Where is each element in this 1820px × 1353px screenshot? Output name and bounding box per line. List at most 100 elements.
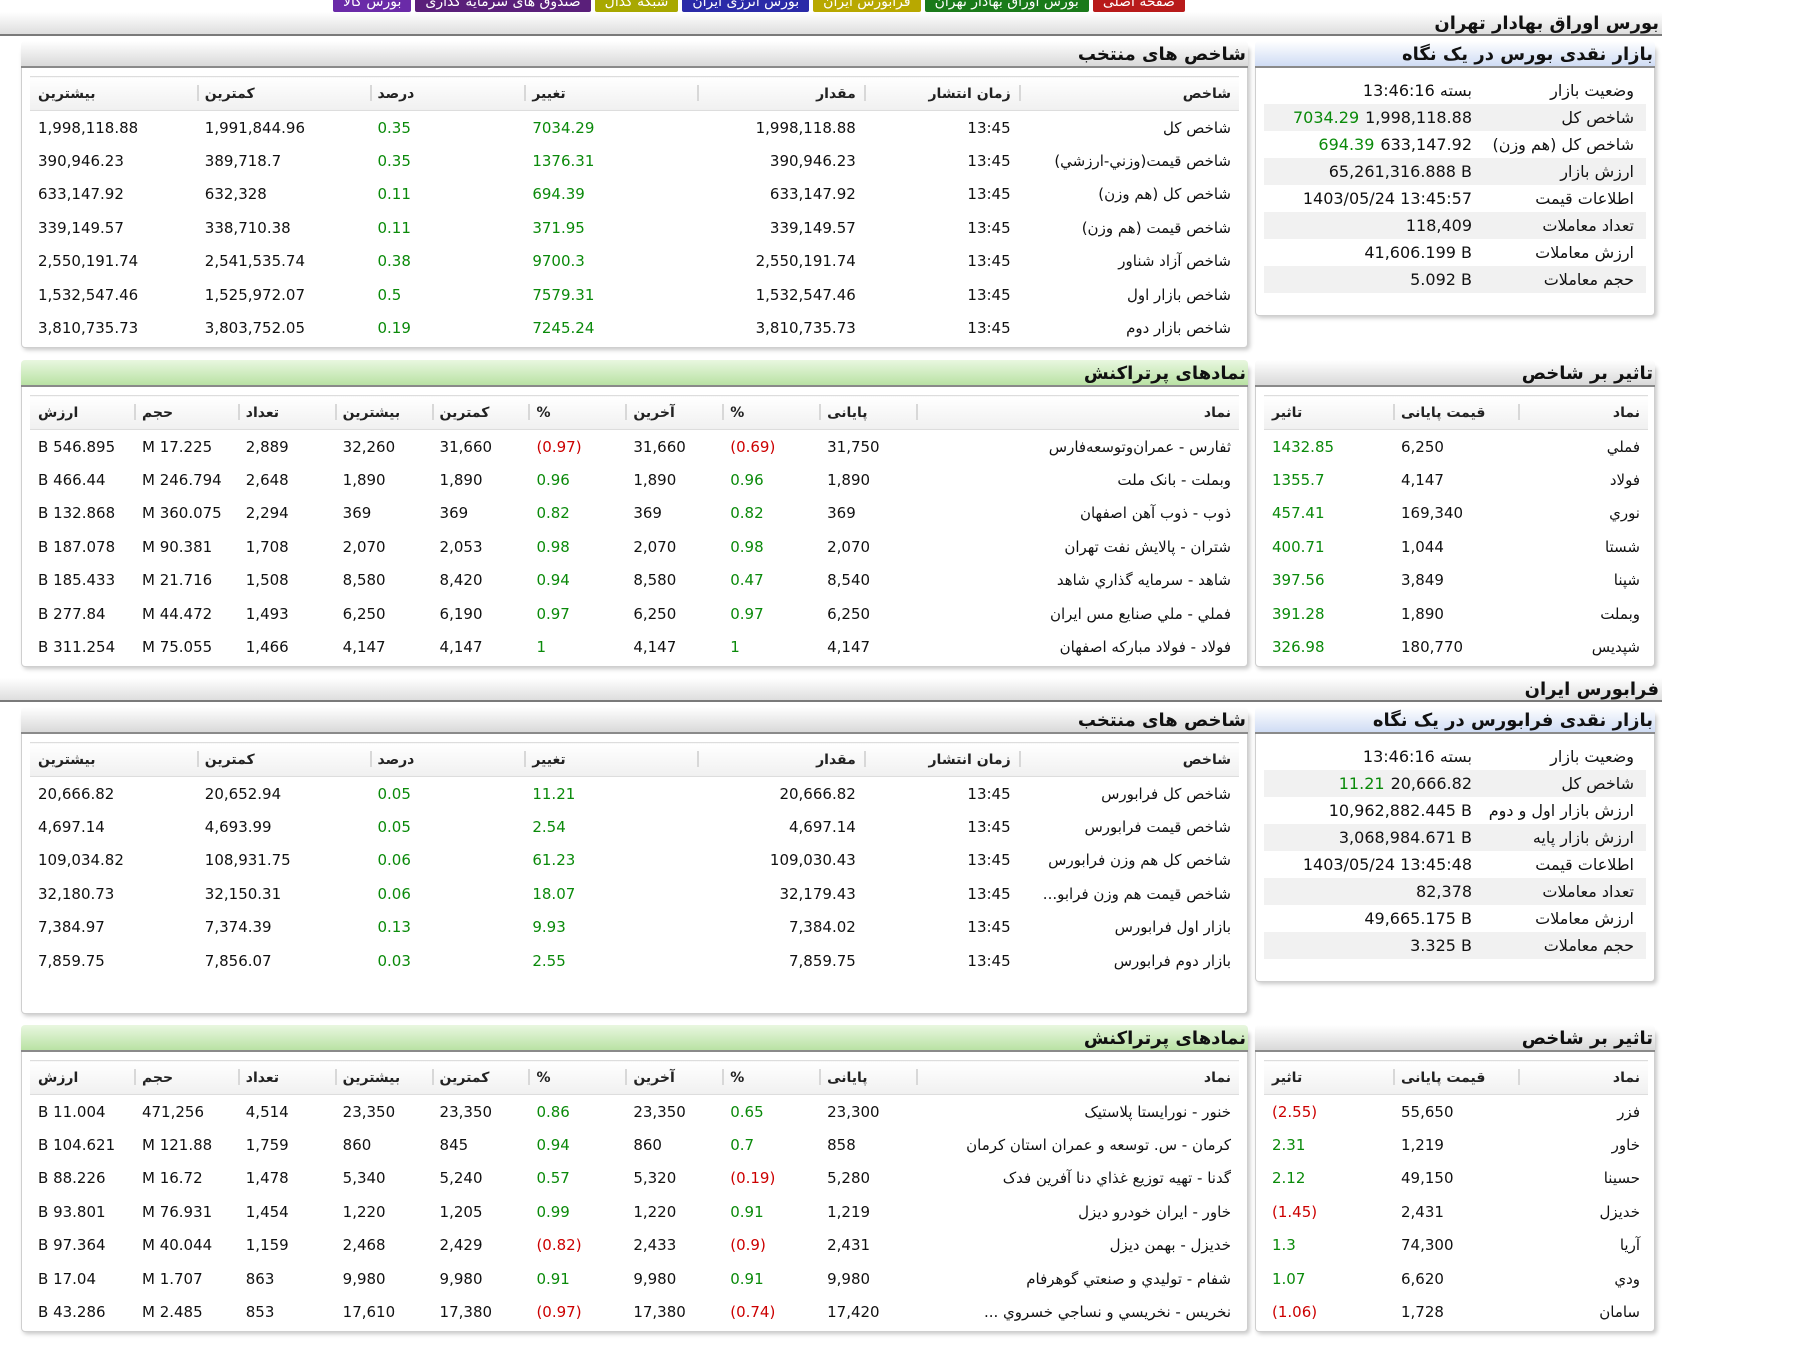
symbol-cell[interactable]: فملي — [1606, 437, 1640, 456]
symbol-cell[interactable]: گدنا - تهيه توزيع غذاي دنا آفرين فدک — [1002, 1169, 1231, 1188]
table-row[interactable]: شاخص كل 13:45 1,998,118.88 7034.29 0.35 1,991… — [30, 111, 1239, 145]
symbol-cell[interactable]: شاخص قیمت فرابورس — [1084, 817, 1231, 836]
column-header[interactable]: نماد — [916, 395, 1239, 430]
symbol-cell[interactable]: فملي - ملي صنايع مس ايران — [1049, 604, 1231, 623]
table-row[interactable]: شاخص کل فرابورس 13:45 20,666.82 11.21 0.05 20… — [30, 777, 1239, 811]
table-row[interactable]: شستا 1,044 400.71 — [1264, 530, 1648, 564]
table-row[interactable]: شاخص قیمت فرابورس 13:45 4,697.14 2.54 0.05 4,… — [30, 810, 1239, 844]
table-row[interactable]: شاخص آزاد شناور 13:45 2,550,191.74 9700.3 0.… — [30, 245, 1239, 279]
column-header[interactable]: تعداد — [237, 395, 335, 430]
column-header[interactable]: % — [528, 395, 626, 430]
symbol-cell[interactable]: خديزل — [1599, 1202, 1641, 1221]
symbol-cell[interactable]: شاخص آزاد شناور — [1118, 252, 1231, 271]
column-header[interactable]: بیشترین — [334, 1060, 432, 1095]
column-header[interactable]: تعداد — [237, 1060, 335, 1095]
top-tab[interactable]: بورس کالا — [333, 0, 412, 12]
top-tab[interactable]: بورس اوراق بهادار تهران — [924, 0, 1089, 12]
column-header[interactable]: مقدار — [697, 76, 864, 111]
symbol-cell[interactable]: فولاد — [1609, 470, 1640, 489]
symbol-cell[interactable]: ذوب - ذوب آهن اصفهان — [1079, 504, 1231, 523]
symbol-cell[interactable]: نخريس - نخريسي و نساجي خسروي ... — [983, 1303, 1231, 1322]
symbol-cell[interactable]: شفام - توليدي و صنعتي گوهرفام — [1026, 1269, 1231, 1288]
symbol-cell[interactable]: شاخص کل فرابورس — [1101, 784, 1231, 803]
column-header[interactable]: بیشترین — [30, 76, 197, 111]
table-row[interactable]: ذوب - ذوب آهن اصفهان 369 0.82 369 0.82 369 369… — [30, 497, 1239, 531]
column-header[interactable]: نماد — [1518, 1060, 1648, 1095]
table-row[interactable]: شفام - توليدي و صنعتي گوهرفام 9,980 0.91 9,… — [30, 1262, 1239, 1296]
column-header[interactable]: کمترین — [431, 1060, 529, 1095]
column-header[interactable]: حجم — [133, 1060, 238, 1095]
table-row[interactable]: نخريس - نخريسي و نساجي خسروي ... 17,420 (0… — [30, 1296, 1239, 1330]
symbol-cell[interactable]: شاخص كل (هم وزن) — [1098, 185, 1231, 204]
table-row[interactable]: فملي - ملي صنايع مس ايران 6,250 0.97 6,250 0… — [30, 597, 1239, 631]
table-row[interactable]: فولاد - فولاد مباركه اصفهان 4,147 1 4,147 1 4… — [30, 631, 1239, 665]
table-row[interactable]: نوري 169,340 457.41 — [1264, 497, 1648, 531]
column-header[interactable]: زمان انتشار — [863, 742, 1019, 777]
table-row[interactable]: شتران - پالايش نفت تهران 2,070 0.98 2,070 0.… — [30, 530, 1239, 564]
column-header[interactable]: شاخص — [1018, 742, 1239, 777]
symbol-cell[interactable]: شستا — [1604, 537, 1640, 556]
table-row[interactable]: شپنا 3,849 397.56 — [1264, 564, 1648, 598]
table-row[interactable]: وبملت 1,890 391.28 — [1264, 597, 1648, 631]
table-row[interactable]: ثفارس - عمران‌وتوسعه‌فارس 31,750 (0.69) 31,… — [30, 430, 1239, 464]
column-header[interactable]: آخرین — [625, 1060, 723, 1095]
table-row[interactable]: شاخص كل (هم وزن) 13:45 633,147.92 694.39 0.1… — [30, 178, 1239, 212]
column-header[interactable]: تاثیر — [1264, 395, 1393, 430]
table-row[interactable]: شاخص بازار دوم 13:45 3,810,735.73 7245.24 0.… — [30, 312, 1239, 346]
symbol-cell[interactable]: شتران - پالايش نفت تهران — [1064, 537, 1231, 556]
symbol-cell[interactable]: ودي — [1614, 1269, 1640, 1288]
symbol-cell[interactable]: نوري — [1609, 504, 1640, 523]
column-header[interactable]: آخرین — [625, 395, 723, 430]
table-row[interactable]: شاخص بازار اول 13:45 1,532,547.46 7579.31 0.… — [30, 278, 1239, 312]
top-tab[interactable]: صفحه اصلی — [1092, 0, 1185, 12]
table-row[interactable]: بازار اول فرابورس 13:45 7,384.02 9.93 0.13 7,… — [30, 911, 1239, 945]
column-header[interactable]: درصد — [369, 742, 525, 777]
top-tab[interactable]: بورس انرژی ایران — [682, 0, 810, 12]
symbol-cell[interactable]: شاهد - سرمايه گذاري شاهد — [1056, 571, 1231, 590]
table-row[interactable]: شاخص قیمت هم وزن فرابو... 13:45 32,179.43 1… — [30, 877, 1239, 911]
symbol-cell[interactable]: شاخص بازار دوم — [1126, 319, 1231, 338]
table-row[interactable]: فولاد 4,147 1355.7 — [1264, 463, 1648, 497]
column-header[interactable]: پایانی — [819, 1060, 916, 1095]
symbol-cell[interactable]: شاخص قيمت(وزني-ارزشي) — [1054, 151, 1231, 170]
table-row[interactable]: سامان 1,728 (1.06) — [1264, 1296, 1648, 1330]
symbol-cell[interactable]: آريا — [1619, 1236, 1640, 1255]
symbol-cell[interactable]: بازار اول فرابورس — [1114, 918, 1231, 937]
column-header[interactable]: تغییر — [524, 76, 698, 111]
column-header[interactable]: ارزش — [30, 395, 134, 430]
table-row[interactable]: خنور - نورايستا پلاستيک 23,300 0.65 23,350 0… — [30, 1095, 1239, 1129]
symbol-cell[interactable]: شپنا — [1613, 571, 1640, 590]
table-row[interactable]: شاخص قيمت(وزني-ارزشي) 13:45 390,946.23 1376… — [30, 144, 1239, 178]
table-row[interactable]: وبملت - بانک ملت 1,890 0.96 1,890 0.96 1,890 1… — [30, 463, 1239, 497]
column-header[interactable]: کمترین — [196, 742, 370, 777]
symbol-cell[interactable]: سامان — [1599, 1303, 1640, 1322]
table-row[interactable]: خديزل - بهمن ديزل 2,431 (0.9) 2,433 (0.82) 2,… — [30, 1229, 1239, 1263]
symbol-cell[interactable]: فولاد - فولاد مباركه اصفهان — [1059, 638, 1231, 657]
column-header[interactable]: % — [528, 1060, 626, 1095]
symbol-cell[interactable]: شاخص كل — [1162, 118, 1231, 137]
symbol-cell[interactable]: شاخص قیمت هم وزن فرابو... — [1042, 884, 1231, 903]
symbol-cell[interactable]: وبملت — [1600, 604, 1640, 623]
column-header[interactable]: مقدار — [697, 742, 864, 777]
table-row[interactable]: كرمان - س. توسعه و عمران استان كرمان 858 0… — [30, 1128, 1239, 1162]
symbol-cell[interactable]: حسينا — [1603, 1169, 1640, 1188]
column-header[interactable]: بیشترین — [334, 395, 432, 430]
table-row[interactable]: خاور 1,219 2.31 — [1264, 1128, 1648, 1162]
table-row[interactable]: فملي 6,250 1432.85 — [1264, 430, 1648, 464]
column-header[interactable]: زمان انتشار — [863, 76, 1019, 111]
column-header[interactable]: نماد — [916, 1060, 1239, 1095]
symbol-cell[interactable]: شاخص قيمت (هم وزن) — [1081, 218, 1231, 237]
column-header[interactable]: درصد — [369, 76, 525, 111]
top-tab[interactable]: صندوق های سرمایه گذاری — [415, 0, 591, 12]
symbol-cell[interactable]: خاور - ايران خودرو ديزل — [1078, 1202, 1231, 1221]
table-row[interactable]: ودي 6,620 1.07 — [1264, 1262, 1648, 1296]
table-row[interactable]: فزر 55,650 (2.55) — [1264, 1095, 1648, 1129]
table-row[interactable]: خاور - ايران خودرو ديزل 1,219 0.91 1,220 0.9… — [30, 1195, 1239, 1229]
column-header[interactable]: % — [722, 1060, 820, 1095]
table-row[interactable]: شاخص قيمت (هم وزن) 13:45 339,149.57 371.95 0… — [30, 211, 1239, 245]
symbol-cell[interactable]: وبملت - بانک ملت — [1117, 470, 1231, 489]
symbol-cell[interactable]: شاخص بازار اول — [1126, 285, 1231, 304]
column-header[interactable]: ارزش — [30, 1060, 134, 1095]
symbol-cell[interactable]: كرمان - س. توسعه و عمران استان كرمان — [966, 1135, 1231, 1154]
column-header[interactable]: قیمت پایانی — [1393, 1060, 1518, 1095]
